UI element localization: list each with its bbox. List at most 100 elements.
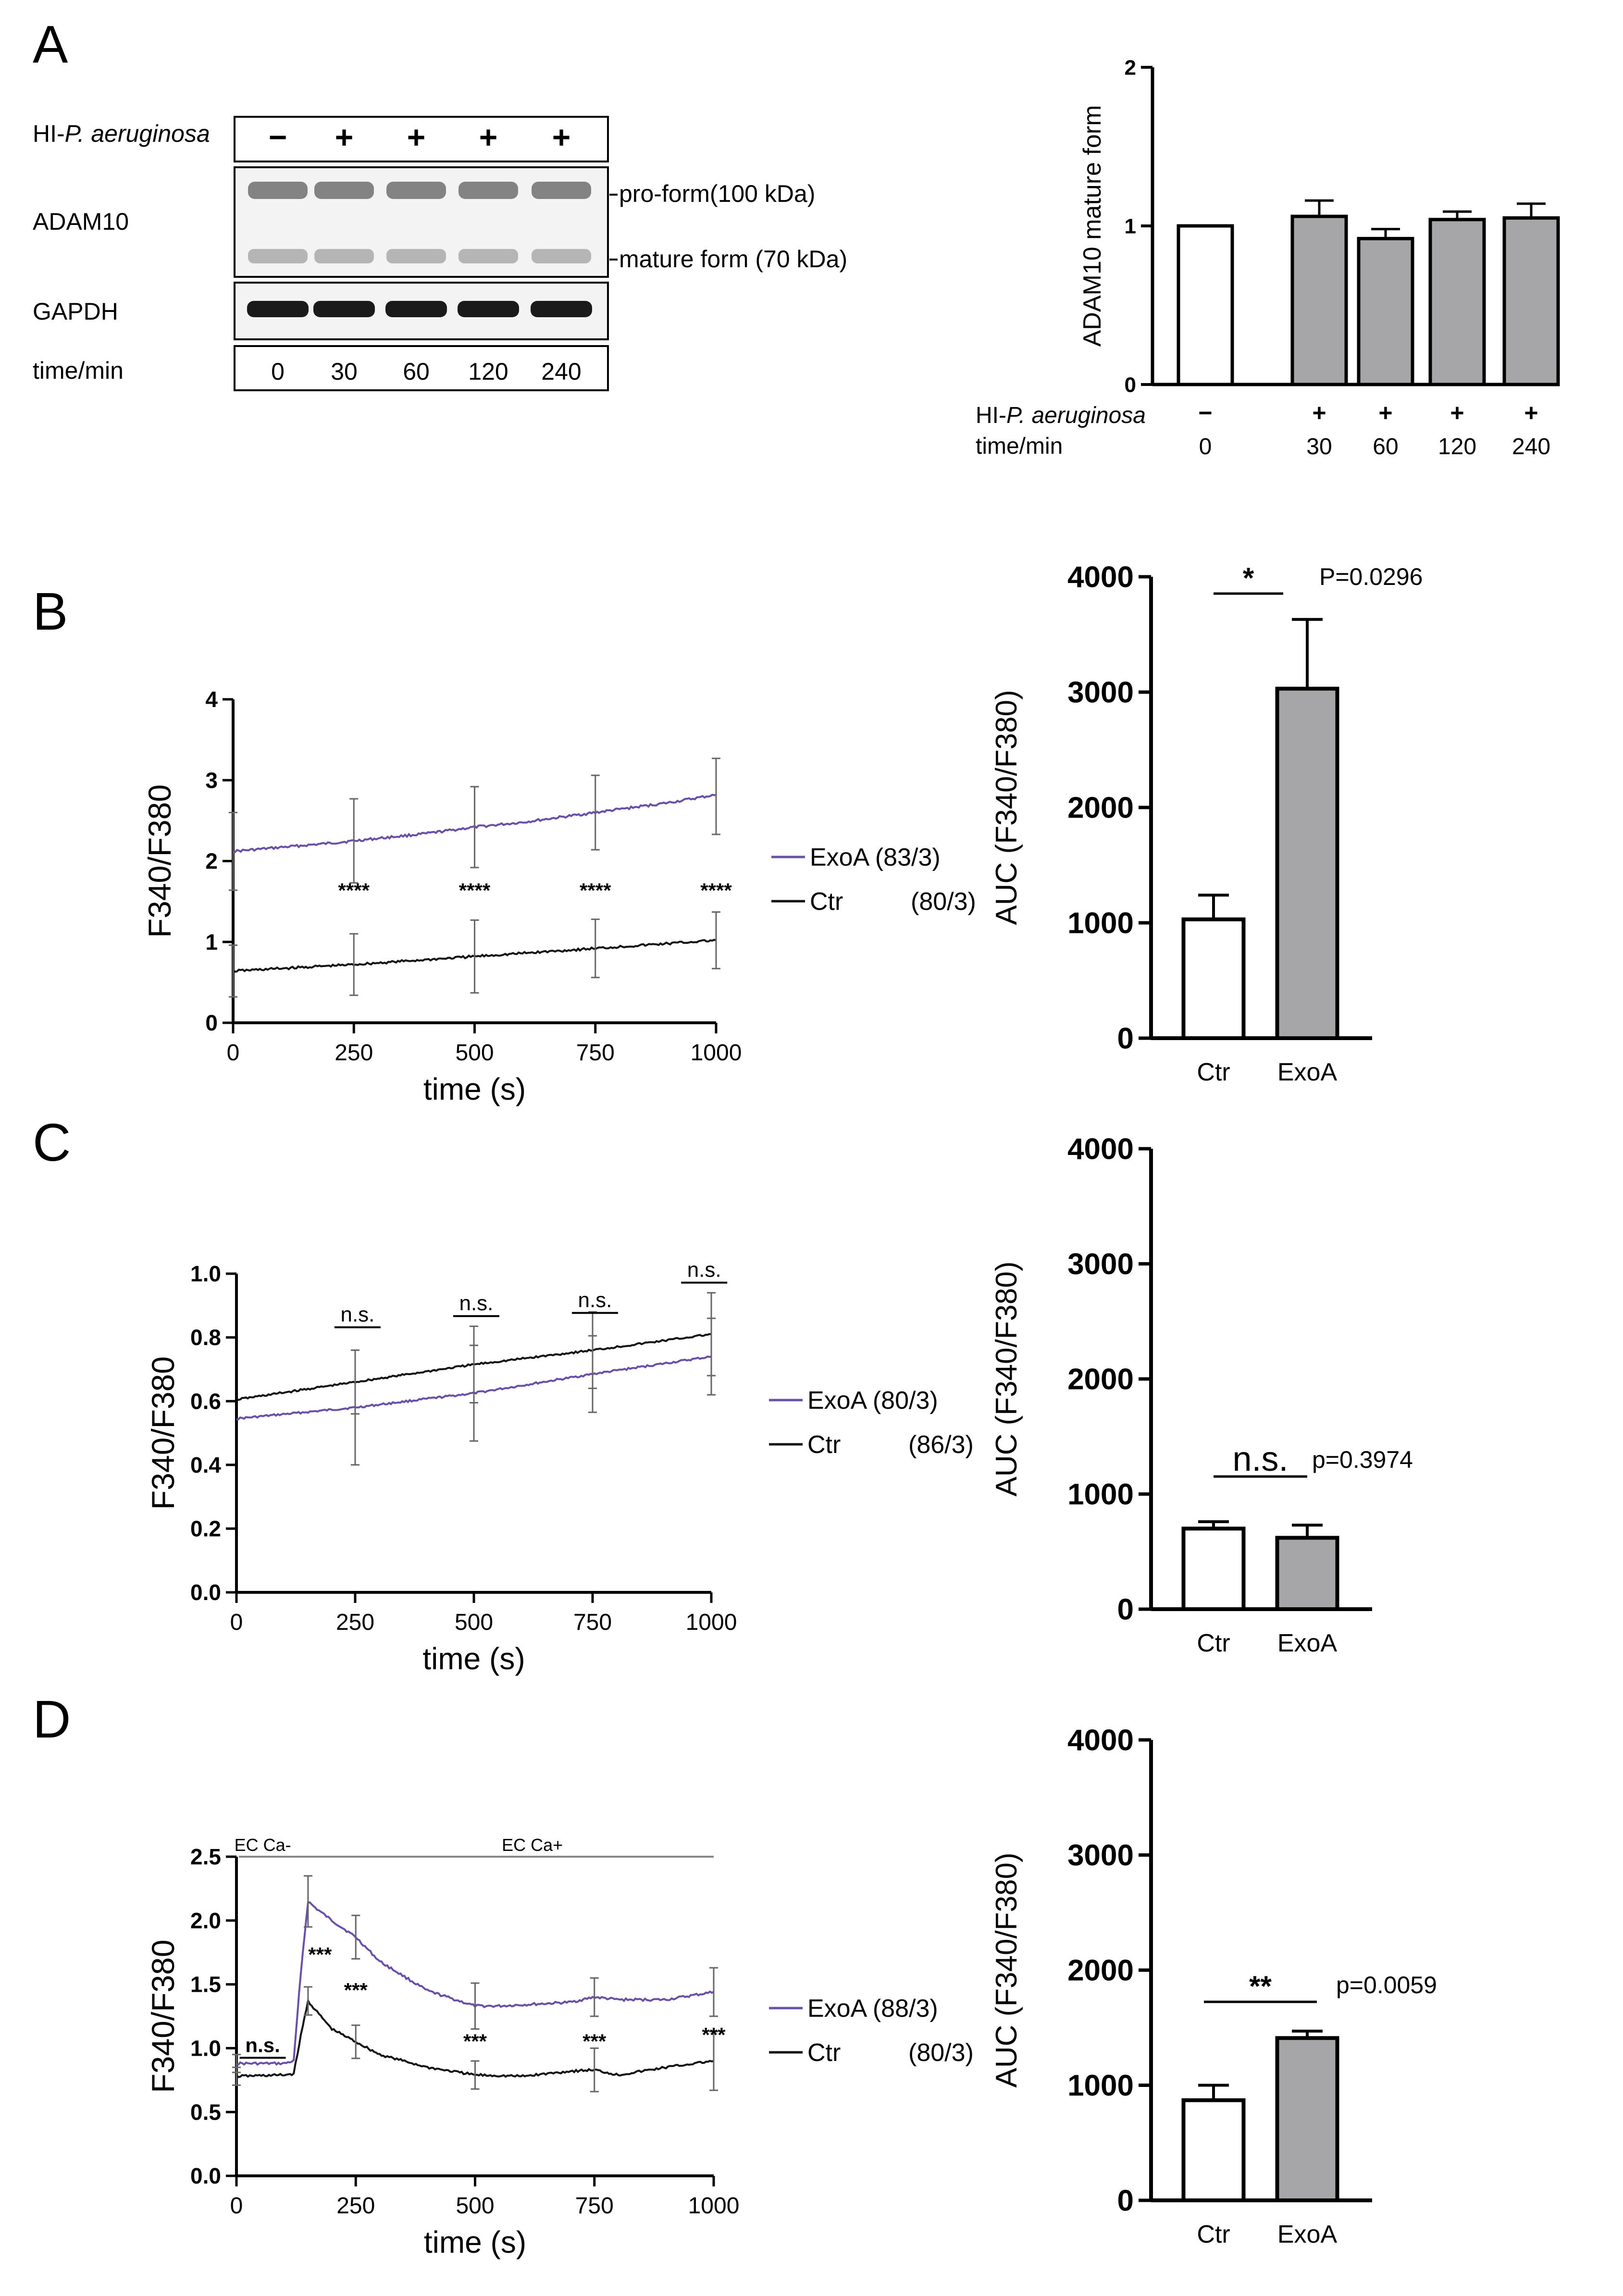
blot-time: 60 (403, 358, 430, 385)
legend-label: ExoA (83/3) (810, 844, 941, 871)
significance-annotation: **** (338, 879, 370, 902)
x-tick-label: ExoA (1277, 1629, 1338, 1657)
chart-c-trace: 0.0 0.2 0.4 0.6 0.8 1.0 0 250 500 750 1000 time (s)… (145, 1258, 974, 1676)
y-tick-label: 0 (205, 1010, 218, 1035)
blot-treatment-label: HI-P. aeruginosa (33, 120, 210, 147)
y-tick-label: 0.6 (190, 1389, 221, 1414)
treatment-row-label: HI-P. aeruginosa (976, 403, 1146, 428)
blot-loading-label: GAPDH (33, 298, 118, 325)
x-tick-label: 120 (1438, 434, 1476, 459)
condition-label: EC Ca- (235, 1835, 291, 1855)
blot-time-box (234, 345, 609, 391)
y-tick-label: 0 (1125, 373, 1136, 397)
x-axis-label: time (s) (422, 1641, 525, 1676)
p-value: P=0.0296 (1319, 563, 1423, 590)
series-line-ctr (235, 1998, 714, 2078)
gapdh-band (458, 301, 519, 317)
significance-annotation: *** (344, 1979, 368, 2001)
x-tick-label: 750 (576, 1040, 615, 1066)
significance-annotation: *** (582, 2030, 607, 2052)
blot-signs: − + + + + (269, 119, 571, 155)
x-tick-label: 1000 (691, 1040, 742, 1066)
blot-target-label: ADAM10 (33, 208, 129, 235)
significance-label: n.s. (1232, 1440, 1288, 1478)
blot-time-label: time/min (33, 357, 124, 384)
sign: + (1312, 399, 1326, 426)
mature-form-band (458, 249, 518, 263)
mature-form-label: mature form (70 kDa) (619, 246, 847, 273)
y-tick-label: 1000 (1067, 2069, 1134, 2102)
bar (1502, 216, 1560, 386)
x-tick-label: 1000 (688, 2193, 740, 2219)
y-axis-label: ADAM10 mature form (1078, 105, 1106, 347)
chart-b-auc: 0 1000 2000 3000 4000 AUC (F340/F380) Ctr ExoA *… (990, 561, 1423, 1086)
blot-sign: + (552, 119, 571, 155)
x-tick-label: 500 (456, 2193, 494, 2219)
x-tick-label: 0 (230, 1610, 243, 1635)
pro-form-band (532, 182, 591, 199)
legend-label: ExoA (80/3) (807, 1387, 938, 1415)
sign: + (1450, 399, 1464, 426)
bar (1275, 1536, 1339, 1612)
significance-annotation: *** (463, 2030, 487, 2052)
y-tick-label: 2000 (1067, 1954, 1134, 1987)
p-value: p=0.3974 (1312, 1446, 1413, 1473)
gapdh-band (385, 301, 447, 317)
y-tick-label: 4000 (1067, 1724, 1134, 1757)
x-tick-label: 240 (1512, 434, 1550, 459)
legend-label: Ctr (807, 2039, 841, 2067)
x-tick-label: ExoA (1277, 1058, 1338, 1086)
y-tick-label: 2.0 (190, 1908, 221, 1933)
chart-c-auc: 0 1000 2000 3000 4000 AUC (F340/F380) Ctr ExoA n… (990, 1133, 1413, 1657)
significance-annotation: n.s. (459, 1291, 493, 1315)
pro-form-band (386, 182, 446, 199)
y-tick-label: 3 (205, 768, 218, 793)
y-axis-label: F340/F380 (142, 784, 177, 938)
blot-sign: + (479, 119, 498, 155)
p-value: p=0.0059 (1336, 1972, 1437, 1998)
y-tick-label: 1 (205, 930, 218, 955)
y-tick-label: 1.0 (190, 2036, 221, 2061)
mature-form-band (532, 249, 591, 263)
x-tick-label: 250 (335, 1040, 373, 1066)
mature-form-band (248, 249, 308, 263)
chart-d-trace: 0.0 0.5 1.0 1.5 2.0 2.5 0 250 500 750 1000 time (s)… (145, 1835, 974, 2259)
chart-adam10-bar: 0 1 2 ADAM10 mature form HI-P. aeruginosa tim… (976, 56, 1560, 459)
blot-time: 30 (331, 358, 358, 385)
y-tick-label: 0 (1117, 1593, 1134, 1626)
x-tick-label: 1000 (686, 1610, 737, 1635)
y-axis-label: AUC (F340/F380) (990, 690, 1023, 925)
significance-annotation: n.s. (245, 2034, 280, 2056)
legend-n: (80/3) (911, 888, 976, 916)
y-tick-label: 0.5 (190, 2099, 221, 2124)
y-tick-label: 2000 (1067, 792, 1134, 825)
panel-labels: A B C D (33, 15, 71, 1749)
sign: − (1198, 399, 1212, 426)
y-tick-label: 1.5 (190, 1972, 221, 1997)
significance-label: * (1243, 562, 1254, 594)
treatment-species: P. aeruginosa (1006, 403, 1146, 428)
significance-label: ** (1249, 1970, 1272, 2002)
panel-label-a: A (33, 15, 68, 74)
y-tick-label: 4 (205, 687, 218, 712)
y-axis-label: F340/F380 (145, 1939, 181, 2093)
blot-sign: + (335, 119, 354, 155)
x-tick-label: 30 (1306, 434, 1332, 459)
bar (1275, 2036, 1339, 2203)
x-tick-label: 750 (573, 1610, 612, 1635)
y-tick-label: 0 (1117, 1022, 1134, 1055)
bar (1357, 236, 1414, 386)
y-axis-label: AUC (F340/F380) (990, 1261, 1023, 1496)
legend-n: (80/3) (908, 2039, 974, 2067)
bar (1181, 917, 1246, 1041)
y-tick-label: 1000 (1067, 1478, 1134, 1511)
y-axis-label: F340/F380 (145, 1356, 181, 1510)
x-tick-label: Ctr (1197, 1629, 1230, 1657)
pro-form-band (458, 182, 518, 199)
bar (1181, 2098, 1246, 2202)
legend-label: Ctr (807, 1431, 841, 1459)
significance-annotation: *** (702, 2023, 726, 2046)
blot-sign: + (407, 119, 426, 155)
y-tick-label: 3000 (1067, 676, 1134, 709)
bar (1181, 1527, 1246, 1612)
